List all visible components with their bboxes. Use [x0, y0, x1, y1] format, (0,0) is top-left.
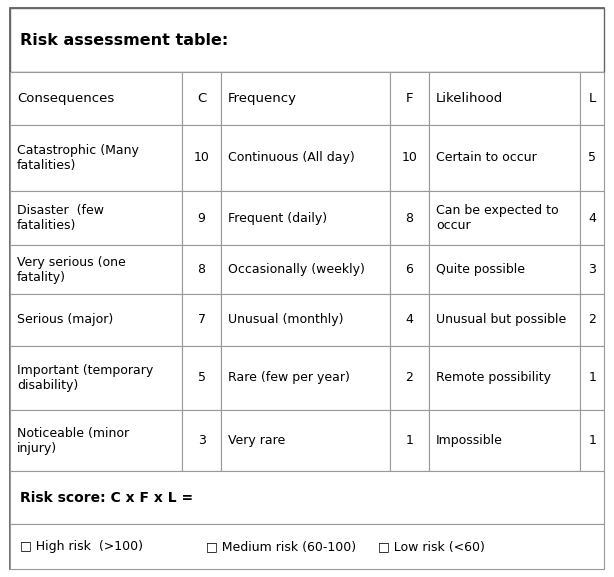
- Bar: [580, 190, 604, 245]
- Bar: [580, 346, 604, 410]
- Text: Impossible: Impossible: [436, 434, 503, 447]
- Text: F: F: [406, 92, 413, 105]
- Text: 4: 4: [405, 313, 413, 327]
- Text: 1: 1: [405, 434, 413, 447]
- Bar: [182, 346, 221, 410]
- Text: 2: 2: [588, 313, 596, 327]
- Text: 3: 3: [198, 434, 206, 447]
- Bar: [429, 346, 580, 410]
- Bar: [221, 72, 390, 125]
- Bar: [10, 245, 182, 294]
- Text: 7: 7: [198, 313, 206, 327]
- Bar: [10, 346, 182, 410]
- Bar: [10, 190, 182, 245]
- Text: Very rare: Very rare: [228, 434, 285, 447]
- Text: C: C: [197, 92, 206, 105]
- Text: Noticeable (minor
injury): Noticeable (minor injury): [17, 426, 129, 455]
- Text: 10: 10: [193, 151, 209, 164]
- Bar: [10, 471, 604, 524]
- Text: Risk assessment table:: Risk assessment table:: [20, 33, 228, 47]
- Bar: [182, 245, 221, 294]
- Text: L: L: [588, 92, 596, 105]
- Bar: [390, 346, 429, 410]
- Text: 6: 6: [405, 263, 413, 276]
- Bar: [182, 294, 221, 346]
- Bar: [182, 72, 221, 125]
- Bar: [221, 125, 390, 190]
- Bar: [221, 245, 390, 294]
- Text: Remote possibility: Remote possibility: [436, 372, 551, 384]
- Bar: [221, 346, 390, 410]
- Text: 5: 5: [198, 372, 206, 384]
- Bar: [429, 410, 580, 471]
- Bar: [10, 294, 182, 346]
- Bar: [390, 190, 429, 245]
- Text: Rare (few per year): Rare (few per year): [228, 372, 350, 384]
- Text: 3: 3: [588, 263, 596, 276]
- Text: Serious (major): Serious (major): [17, 313, 113, 327]
- Text: □ Medium risk (60-100): □ Medium risk (60-100): [206, 540, 356, 553]
- Text: Can be expected to
occur: Can be expected to occur: [436, 204, 558, 232]
- Text: Catastrophic (Many
fatalities): Catastrophic (Many fatalities): [17, 144, 139, 172]
- Text: 5: 5: [588, 151, 596, 164]
- Text: Unusual but possible: Unusual but possible: [436, 313, 566, 327]
- Text: □ Low risk (<60): □ Low risk (<60): [378, 540, 485, 553]
- Text: Disaster  (few
fatalities): Disaster (few fatalities): [17, 204, 104, 232]
- Bar: [182, 125, 221, 190]
- Bar: [390, 410, 429, 471]
- Bar: [580, 72, 604, 125]
- Text: Important (temporary
disability): Important (temporary disability): [17, 364, 154, 392]
- Bar: [390, 125, 429, 190]
- Text: Consequences: Consequences: [17, 92, 114, 105]
- Bar: [429, 125, 580, 190]
- Text: 8: 8: [405, 212, 413, 224]
- Bar: [10, 410, 182, 471]
- Text: 10: 10: [402, 151, 418, 164]
- Text: 8: 8: [198, 263, 206, 276]
- Bar: [580, 245, 604, 294]
- Text: 9: 9: [198, 212, 206, 224]
- Text: □ High risk  (>100): □ High risk (>100): [20, 540, 143, 553]
- Bar: [429, 245, 580, 294]
- Bar: [390, 294, 429, 346]
- Bar: [221, 294, 390, 346]
- Bar: [10, 524, 604, 569]
- Bar: [580, 125, 604, 190]
- Bar: [10, 8, 604, 72]
- Bar: [182, 190, 221, 245]
- Text: 2: 2: [405, 372, 413, 384]
- Text: Frequency: Frequency: [228, 92, 297, 105]
- Bar: [221, 190, 390, 245]
- Bar: [182, 410, 221, 471]
- Bar: [10, 125, 182, 190]
- Bar: [580, 294, 604, 346]
- Text: Certain to occur: Certain to occur: [436, 151, 537, 164]
- Text: 4: 4: [588, 212, 596, 224]
- Bar: [429, 190, 580, 245]
- Text: 1: 1: [588, 372, 596, 384]
- Bar: [429, 72, 580, 125]
- Text: Very serious (one
fatality): Very serious (one fatality): [17, 256, 126, 284]
- Text: Risk score: C x F x L =: Risk score: C x F x L =: [20, 490, 193, 505]
- Text: Unusual (monthly): Unusual (monthly): [228, 313, 343, 327]
- Bar: [221, 410, 390, 471]
- Text: Likelihood: Likelihood: [436, 92, 503, 105]
- Text: Frequent (daily): Frequent (daily): [228, 212, 327, 224]
- Bar: [390, 245, 429, 294]
- Text: Continuous (All day): Continuous (All day): [228, 151, 355, 164]
- Bar: [10, 72, 182, 125]
- Bar: [580, 410, 604, 471]
- Text: 1: 1: [588, 434, 596, 447]
- Text: Quite possible: Quite possible: [436, 263, 525, 276]
- Text: Occasionally (weekly): Occasionally (weekly): [228, 263, 365, 276]
- Bar: [390, 72, 429, 125]
- Bar: [429, 294, 580, 346]
